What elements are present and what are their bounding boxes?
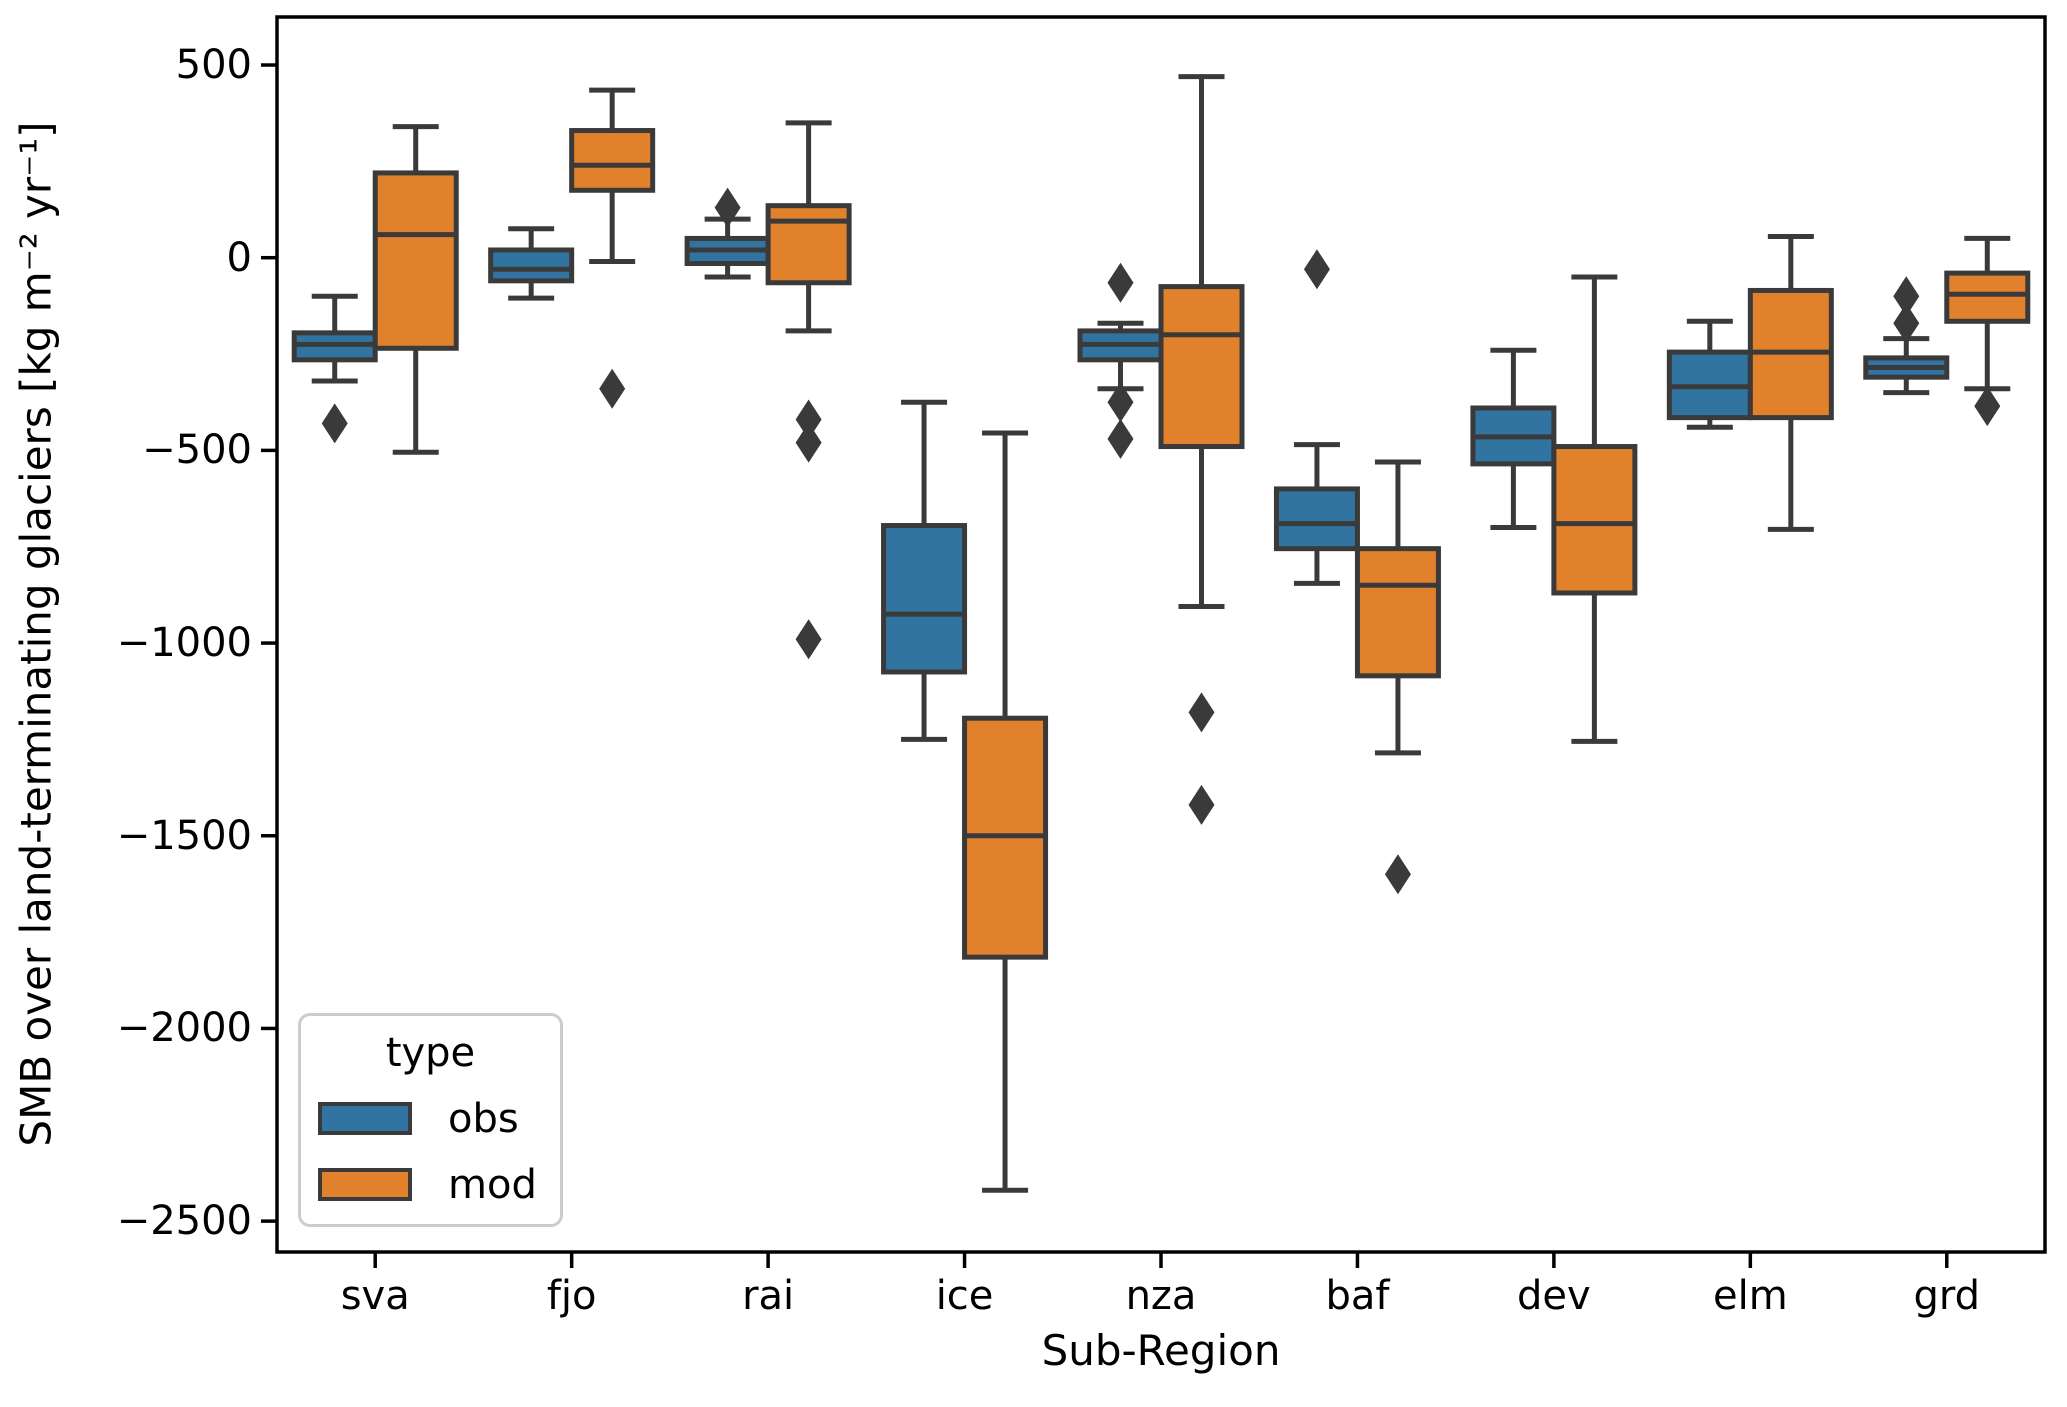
- box-nza-obs: [1077, 262, 1164, 459]
- box-grd-mod: [1944, 235, 2031, 427]
- y-tick-label: −2500: [116, 1198, 252, 1245]
- box-rai-obs: [684, 187, 771, 280]
- x-tick-label-baf: baf: [1325, 1273, 1390, 1319]
- y-tick-label: −1000: [116, 620, 252, 667]
- outlier-diamond: [714, 187, 741, 228]
- box-grd-obs: [1863, 276, 1950, 396]
- y-tick-label: 0: [226, 234, 252, 281]
- x-tick-label-dev: dev: [1517, 1273, 1591, 1319]
- y-tick-label: −2000: [116, 1005, 252, 1052]
- box-baf-mod: [1354, 459, 1441, 895]
- y-tick-label: −1500: [116, 812, 252, 859]
- y-tick-label: 500: [175, 42, 252, 88]
- box-dev-obs: [1470, 347, 1557, 530]
- y-axis-title: SMB over land-terminating glaciers [kg m…: [11, 121, 61, 1147]
- outlier-diamond: [1188, 692, 1215, 733]
- legend-title: type: [385, 1030, 476, 1076]
- box-sva-obs: [291, 293, 378, 444]
- legend-label-obs: obs: [448, 1096, 519, 1142]
- box-nza-mod: [1158, 74, 1245, 825]
- legend-swatch-obs: [318, 1102, 412, 1135]
- box-ice-obs: [881, 399, 968, 742]
- box-rai-mod: [765, 120, 852, 660]
- outlier-diamond: [795, 619, 822, 660]
- outlier-diamond: [795, 422, 822, 463]
- legend-entry-mod: mod: [301, 1162, 560, 1208]
- box-dev-mod: [1551, 274, 1638, 744]
- x-tick-label-rai: rai: [742, 1273, 795, 1319]
- outlier-diamond: [1303, 249, 1330, 290]
- x-axis-title: Sub-Region: [1041, 1326, 1281, 1375]
- legend: type obs mod: [298, 1013, 563, 1227]
- outlier-diamond: [1107, 418, 1134, 459]
- box-sva-mod: [372, 124, 459, 455]
- box-elm-mod: [1747, 234, 1834, 532]
- box-ice-mod: [962, 430, 1049, 1193]
- outlier-diamond: [1107, 382, 1134, 423]
- legend-entry-obs: obs: [301, 1096, 560, 1142]
- y-tick-label: −500: [142, 427, 252, 474]
- outlier-diamond: [321, 403, 348, 444]
- x-tick-label-elm: elm: [1712, 1273, 1788, 1319]
- outlier-diamond: [1107, 262, 1134, 303]
- outlier-diamond: [1384, 854, 1411, 895]
- legend-label-mod: mod: [448, 1162, 537, 1208]
- x-tick-label-ice: ice: [935, 1273, 994, 1319]
- box-baf-obs: [1273, 249, 1360, 586]
- outlier-diamond: [795, 399, 822, 440]
- x-tick-label-fjo: fjo: [546, 1273, 597, 1319]
- x-tick-label-sva: sva: [340, 1273, 410, 1319]
- outlier-diamond: [1188, 784, 1215, 825]
- box-elm-obs: [1666, 318, 1753, 430]
- outlier-diamond: [1893, 303, 1920, 344]
- x-tick-label-nza: nza: [1125, 1273, 1197, 1319]
- outlier-diamond: [599, 368, 626, 409]
- legend-swatch-mod: [318, 1168, 412, 1201]
- outlier-diamond: [1893, 276, 1920, 317]
- outlier-diamond: [1974, 386, 2001, 427]
- x-tick-label-grd: grd: [1913, 1273, 1981, 1319]
- box-fjo-obs: [488, 226, 575, 301]
- box-fjo-mod: [569, 87, 656, 409]
